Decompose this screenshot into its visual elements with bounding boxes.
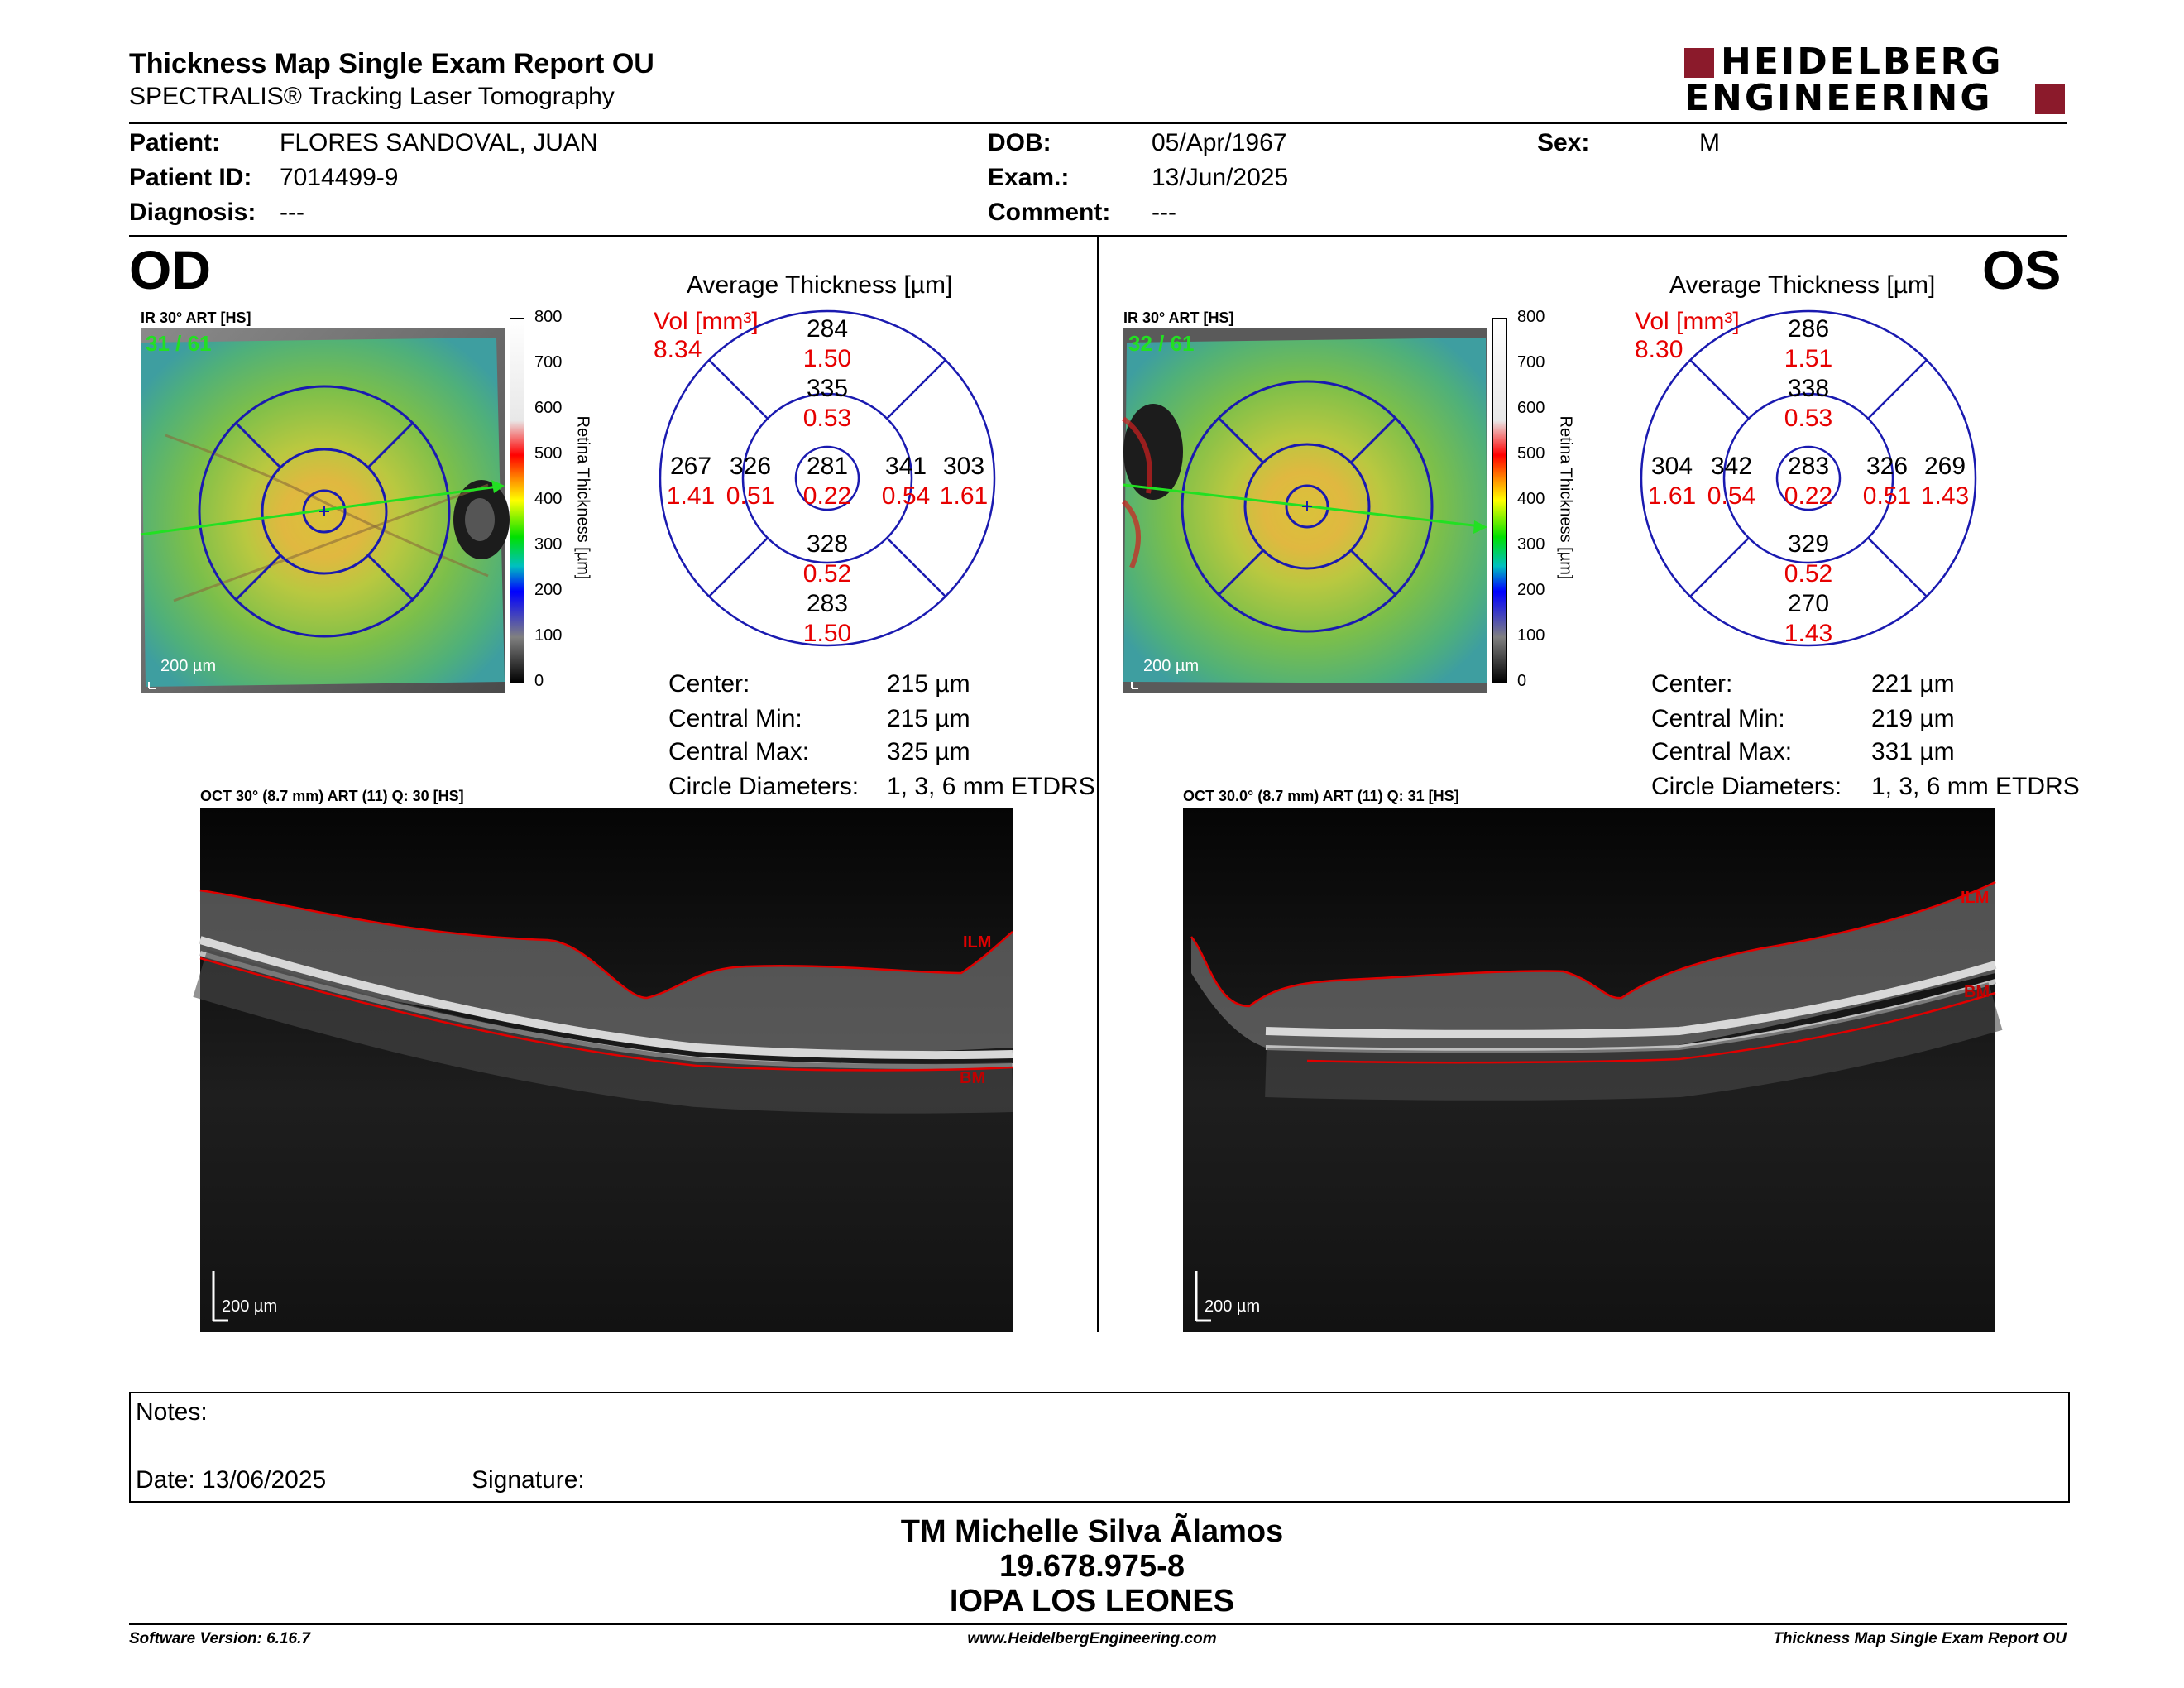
os-inner-temporal: 326 0.51 (1862, 453, 1912, 510)
od-ir-scale: 200 µm (160, 657, 217, 675)
os-ir-label: IR 30° ART [HS] (1123, 309, 1234, 326)
os-colorbar (1492, 318, 1507, 683)
os-inner-inf: 329 0.52 (1784, 530, 1833, 587)
patient-name: FLORES SANDOVAL, JUAN (280, 129, 598, 156)
od-inner-temporal: 326 0.51 (726, 453, 775, 510)
os-eye-label: OS (1982, 239, 2062, 300)
os-circle-label: Circle Diameters: (1651, 773, 1842, 800)
os-etdrs-grid (1640, 309, 1977, 647)
od-vol-value: 8.34 (654, 336, 702, 363)
os-ir-scale: 200 µm (1143, 657, 1200, 675)
od-thickness-map (140, 328, 510, 693)
os-min-label: Central Min: (1651, 705, 1785, 732)
os-outer-sup: 286 1.51 (1784, 315, 1833, 372)
exam-label: Exam.: (988, 164, 1070, 191)
od-ir-label: IR 30° ART [HS] (141, 309, 251, 326)
os-max-label: Central Max: (1651, 738, 1793, 765)
od-max-value: 325 µm (887, 738, 970, 765)
diagnosis-label: Diagnosis: (129, 199, 256, 226)
dob-label: DOB: (988, 129, 1051, 156)
od-bm-label: BM (960, 1069, 986, 1087)
od-outer-temporal: 267 1.41 (666, 453, 716, 510)
signer-name: TM Michelle Silva Ãlamos (900, 1514, 1284, 1549)
os-inner-sup: 338 0.53 (1784, 375, 1833, 432)
os-bm-label: BM (1964, 983, 1990, 1001)
od-center-label: Center: (668, 670, 750, 698)
heidelberg-logo: HEIDELBERG ENGINEERING (1684, 43, 2067, 119)
comment-value: --- (1152, 199, 1176, 226)
os-center-label: Center: (1651, 670, 1733, 698)
os-oct-bscan (1183, 808, 2003, 1332)
od-center-value: 215 µm (887, 670, 970, 698)
od-colorbar (510, 318, 524, 683)
os-avg-title: Average Thickness [µm] (1669, 271, 1936, 299)
signature-label: Signature: (472, 1466, 585, 1494)
od-circle-value: 1, 3, 6 mm ETDRS (887, 773, 1095, 800)
od-etdrs-grid (659, 309, 996, 647)
od-eye-label: OD (129, 239, 211, 300)
os-center: 283 0.22 (1784, 453, 1833, 510)
od-frame-counter: 31 / 61 (146, 331, 212, 356)
patient-label: Patient: (129, 129, 221, 156)
footer-url[interactable]: www.HeidelbergEngineering.com (967, 1630, 1217, 1647)
os-center-value: 221 µm (1871, 670, 1955, 698)
notes-date: Date: 13/06/2025 (136, 1466, 327, 1494)
os-oct-label: OCT 30.0° (8.7 mm) ART (11) Q: 31 [HS] (1183, 788, 1459, 804)
od-vol-label: Vol [mm³] (654, 308, 759, 335)
od-oct-bscan (193, 808, 1013, 1332)
os-outer-inf: 270 1.43 (1784, 590, 1833, 647)
os-outer-temporal: 269 1.43 (1920, 453, 1970, 510)
od-inner-nasal: 341 0.54 (881, 453, 931, 510)
os-frame-counter: 32 / 61 (1128, 331, 1195, 356)
os-inner-nasal: 342 0.54 (1707, 453, 1756, 510)
sex-value: M (1699, 129, 1720, 156)
sex-label: Sex: (1537, 129, 1590, 156)
dob-value: 05/Apr/1967 (1152, 129, 1287, 156)
od-inner-inf: 328 0.52 (802, 530, 852, 587)
od-circle-label: Circle Diameters: (668, 773, 860, 800)
od-colorbar-label: Retina Thickness [µm] (573, 415, 592, 580)
od-outer-nasal: 303 1.61 (939, 453, 989, 510)
patient-id: 7014499-9 (280, 164, 399, 191)
od-max-label: Central Max: (668, 738, 810, 765)
os-outer-nasal: 304 1.61 (1647, 453, 1697, 510)
od-inner-sup: 335 0.53 (802, 375, 852, 432)
os-ilm-label: ILM (1961, 889, 1990, 907)
od-outer-sup: 284 1.50 (802, 315, 852, 372)
os-min-value: 219 µm (1871, 705, 1955, 732)
notes-box[interactable] (129, 1392, 2070, 1503)
od-avg-title: Average Thickness [µm] (687, 271, 953, 299)
patient-id-label: Patient ID: (129, 164, 252, 191)
report-title: Thickness Map Single Exam Report OU (129, 48, 654, 79)
footer-report-name: Thickness Map Single Exam Report OU (1773, 1630, 2067, 1647)
diagnosis-value: --- (280, 199, 304, 226)
notes-label: Notes: (136, 1398, 208, 1426)
od-outer-inf: 283 1.50 (802, 590, 852, 647)
os-vol-value: 8.30 (1635, 336, 1684, 363)
od-min-value: 215 µm (887, 705, 970, 732)
signer-rut: 19.678.975-8 (999, 1549, 1185, 1584)
software-version: Software Version: 6.16.7 (129, 1630, 310, 1647)
od-center: 281 0.22 (802, 453, 852, 510)
os-oct-scale: 200 µm (1205, 1297, 1261, 1316)
od-ilm-label: ILM (963, 933, 992, 952)
signer-place: IOPA LOS LEONES (949, 1584, 1235, 1618)
od-min-label: Central Min: (668, 705, 802, 732)
os-vol-label: Vol [mm³] (1635, 308, 1740, 335)
comment-label: Comment: (988, 199, 1111, 226)
os-circle-value: 1, 3, 6 mm ETDRS (1871, 773, 2080, 800)
os-max-value: 331 µm (1871, 738, 1955, 765)
od-oct-label: OCT 30° (8.7 mm) ART (11) Q: 30 [HS] (200, 788, 464, 804)
od-oct-scale: 200 µm (222, 1297, 278, 1316)
os-colorbar-label: Retina Thickness [µm] (1556, 415, 1575, 580)
exam-value: 13/Jun/2025 (1152, 164, 1289, 191)
report-subtitle: SPECTRALIS® Tracking Laser Tomography (129, 83, 615, 110)
os-thickness-map (1121, 328, 1487, 693)
